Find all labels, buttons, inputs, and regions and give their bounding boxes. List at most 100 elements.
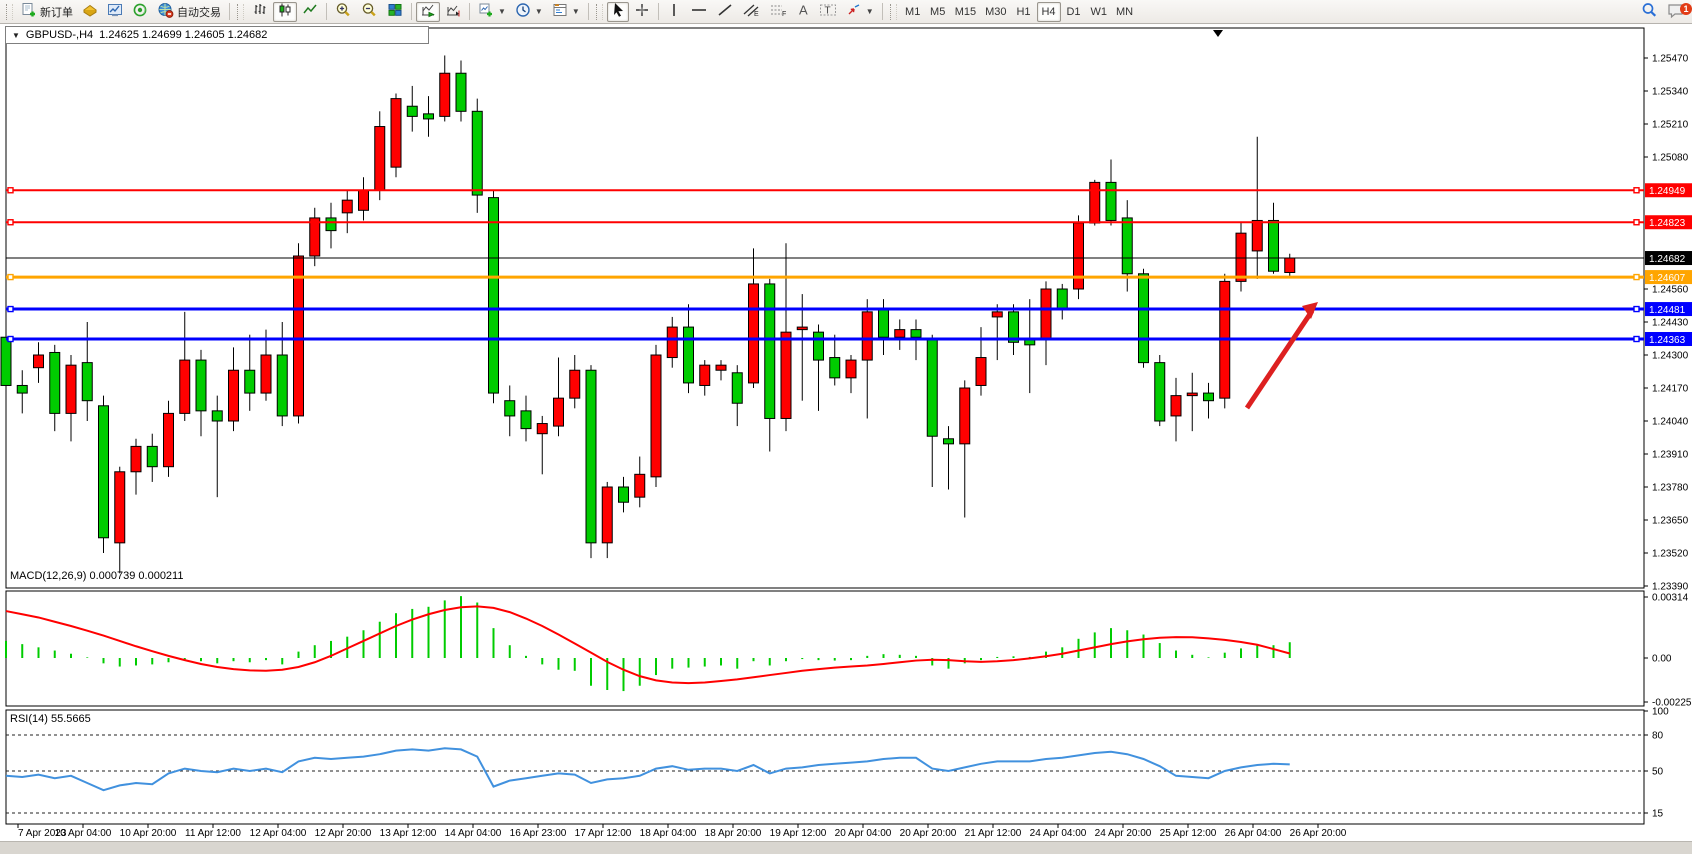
candle-body — [991, 311, 1003, 318]
notification-badge[interactable]: 1 — [1680, 2, 1692, 15]
timeframe-h1-button[interactable]: H1 — [1012, 2, 1036, 22]
macd-panel[interactable] — [5, 590, 1645, 707]
date-tick-label: 24 Apr 20:00 — [1095, 828, 1152, 839]
auto-scroll-button[interactable] — [416, 1, 440, 22]
toolbar-grip[interactable] — [595, 3, 603, 20]
arrows-tool-button[interactable]: ▼ — [842, 2, 878, 22]
line-anchor-handle[interactable] — [1633, 219, 1640, 226]
chart-title-bar[interactable]: ▼ GBPUSD-,H4 1.24625 1.24699 1.24605 1.2… — [5, 26, 429, 44]
candle-body — [33, 354, 44, 369]
chart-symbol-period: GBPUSD-,H4 — [25, 29, 94, 41]
candle-body — [49, 351, 61, 414]
line-anchor-handle[interactable] — [1633, 335, 1640, 343]
rsi-panel[interactable] — [5, 709, 1645, 825]
text-tool-button[interactable]: A — [792, 2, 814, 22]
macd-axis-label: 0.00 — [1652, 654, 1672, 665]
chart-shift-marker-icon[interactable] — [1213, 30, 1223, 37]
profile-button[interactable] — [78, 2, 102, 22]
auto-trading-button[interactable]: 自动交易 — [153, 2, 225, 22]
toolbar-grip[interactable] — [889, 3, 897, 20]
macd-axis-label: 0.00314 — [1652, 593, 1689, 604]
text-label-tool-button[interactable]: T — [815, 2, 841, 22]
candle-body — [585, 369, 597, 544]
price-tick-label: 1.24430 — [1652, 318, 1689, 329]
timeframe-w1-button[interactable]: W1 — [1087, 2, 1112, 22]
timeframe-m30-button[interactable]: M30 — [981, 2, 1010, 22]
price-tick-label: 1.23650 — [1652, 516, 1689, 527]
candle-body — [683, 326, 694, 384]
channel-tool-button[interactable]: E — [738, 2, 764, 22]
candle-body — [65, 364, 77, 414]
trendline-tool-button[interactable] — [713, 2, 737, 22]
price-tick-label: 1.23390 — [1652, 582, 1689, 593]
bar-chart-mode-button[interactable] — [248, 2, 272, 22]
price-line-label-box[interactable] — [1645, 183, 1692, 198]
price-line-label-box[interactable] — [1645, 215, 1692, 230]
line-anchor-handle[interactable] — [7, 187, 14, 194]
candle-body — [1056, 288, 1068, 310]
line-anchor-handle[interactable] — [1633, 305, 1640, 313]
periods-button[interactable]: ▼ — [511, 2, 547, 22]
timeframe-m15-button[interactable]: M15 — [951, 2, 980, 22]
toolbar-grip[interactable] — [6, 3, 13, 20]
fibonacci-icon: F — [769, 2, 787, 21]
line-anchor-handle[interactable] — [1633, 273, 1640, 281]
crosshair-icon — [634, 2, 650, 21]
zoom-out-button[interactable] — [357, 2, 382, 22]
line-chart-icon — [302, 2, 318, 21]
price-line-label-box[interactable] — [1645, 332, 1692, 347]
price-tick-label: 1.25210 — [1652, 120, 1689, 131]
candle-body — [1251, 219, 1263, 252]
candle-body — [1073, 222, 1084, 290]
chart-canvas[interactable]: 1.25470 1.25340 1.25210 1.25080 1.24560 1.244… — [0, 24, 1692, 854]
svg-text:T: T — [824, 6, 830, 17]
candlestick-mode-button[interactable] — [273, 1, 297, 22]
line-anchor-handle[interactable] — [7, 219, 14, 226]
indicators-button[interactable]: ▼ — [474, 2, 510, 22]
price-line-label-box[interactable] — [1645, 302, 1692, 317]
line-anchor-handle[interactable] — [7, 305, 14, 313]
search-button[interactable] — [1637, 2, 1662, 22]
horizontal-line-tool-button[interactable] — [686, 2, 712, 22]
market-watch-button[interactable] — [103, 2, 127, 22]
timeframe-d1-button[interactable]: D1 — [1062, 2, 1086, 22]
price-tick-label: 1.24300 — [1652, 351, 1689, 362]
candle-body — [244, 369, 256, 394]
candle-body — [358, 189, 369, 211]
price-line-label-box[interactable] — [1645, 270, 1692, 285]
templates-button[interactable]: ▼ — [548, 2, 584, 22]
line-chart-mode-button[interactable] — [298, 2, 322, 22]
line-anchor-handle[interactable] — [7, 335, 14, 343]
date-tick-label: 11 Apr 12:00 — [185, 828, 241, 839]
candle-body — [650, 354, 662, 478]
timeframe-m1-button[interactable]: M1 — [901, 2, 925, 22]
chart-ohlc-values: 1.24625 1.24699 1.24605 1.24682 — [99, 29, 268, 41]
cursor-tool-button[interactable] — [606, 1, 629, 22]
line-anchor-handle[interactable] — [7, 273, 14, 281]
timeframe-mn-button[interactable]: MN — [1112, 2, 1137, 22]
candle-body — [553, 397, 564, 427]
candle-body — [276, 354, 288, 417]
timeframe-h4-button[interactable]: H4 — [1036, 1, 1061, 22]
crosshair-tool-button[interactable] — [630, 2, 654, 22]
collapse-chart-icon[interactable]: ▼ — [12, 30, 20, 40]
candle-body — [130, 445, 142, 473]
zoom-in-button[interactable] — [331, 2, 356, 22]
candle-body — [1024, 339, 1036, 346]
price-tick-label: 1.24040 — [1652, 417, 1689, 428]
connection-button[interactable] — [128, 2, 152, 22]
fibonacci-tool-button[interactable]: F — [765, 2, 791, 22]
candle-body — [845, 359, 857, 379]
candle-body — [1089, 181, 1101, 224]
timeframe-m5-button[interactable]: M5 — [926, 2, 950, 22]
new-order-button[interactable]: 新订单 — [17, 2, 77, 22]
price-line-label-box[interactable] — [1645, 251, 1692, 266]
trend-arrow-annotation[interactable] — [1244, 309, 1315, 410]
toolbar: 新订单 自动交易 — [0, 0, 1692, 24]
tile-windows-button[interactable] — [383, 2, 407, 22]
chart-shift-icon — [445, 2, 461, 21]
toolbar-grip[interactable] — [237, 3, 244, 20]
vertical-line-tool-button[interactable] — [663, 2, 685, 22]
chart-shift-button[interactable] — [441, 2, 465, 22]
line-anchor-handle[interactable] — [1633, 187, 1640, 194]
